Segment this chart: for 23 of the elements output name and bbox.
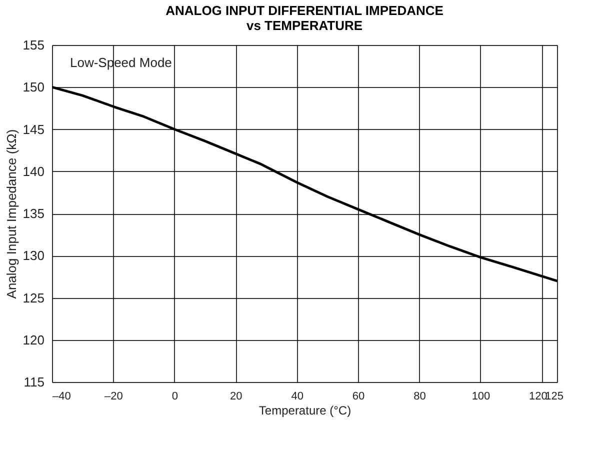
x-tick-label: 80	[414, 390, 426, 402]
x-tick-label: 20	[230, 390, 242, 402]
x-tick-label: 0	[172, 390, 178, 402]
y-tick-label: 135	[22, 206, 44, 221]
y-tick-label: 140	[22, 164, 44, 179]
x-tick-label: –20	[104, 390, 123, 402]
y-axis-title: Analog Input Impedance (kΩ)	[4, 129, 19, 299]
text: vs TEMPERATURE	[246, 18, 363, 33]
x-axis-title: Temperature (°C)	[258, 404, 352, 418]
x-tick-label: 40	[291, 390, 304, 402]
y-tick-label: 115	[24, 374, 44, 390]
x-tick-label: 60	[352, 390, 365, 402]
y-tick-label: 145	[22, 122, 44, 137]
y-tick-label: 125	[22, 290, 44, 306]
y-tick-label: 130	[22, 248, 44, 264]
y-tick-label: 150	[22, 80, 44, 95]
x-tick-label: 120	[529, 390, 548, 402]
x-tick-label: 100	[472, 390, 490, 402]
x-tick-label: 125	[545, 390, 564, 402]
text: ANALOG INPUT DIFFERENTIAL IMPEDANCE	[166, 3, 444, 18]
x-tick-label: –40	[52, 390, 71, 402]
y-tick-label: 120	[22, 332, 44, 348]
y-tick-label: 155	[22, 38, 44, 52]
